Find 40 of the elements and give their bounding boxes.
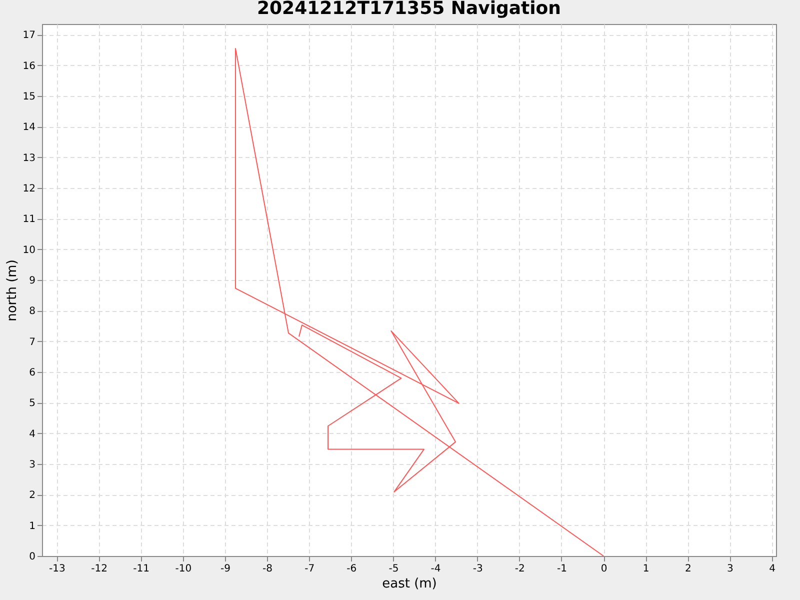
y-tick-label: 7 — [29, 336, 36, 348]
y-tick-label: 4 — [29, 428, 36, 440]
x-tick-label: -3 — [472, 564, 483, 574]
x-tick-label: -10 — [175, 564, 192, 574]
x-tick-label: 4 — [769, 564, 776, 574]
y-tick-label: 1 — [29, 520, 36, 532]
y-tick-label: 3 — [29, 460, 36, 471]
x-tick-label: -6 — [346, 564, 357, 574]
x-tick-label: -13 — [49, 564, 66, 574]
y-axis-title: north (m) — [4, 260, 20, 322]
y-tick-label: 9 — [29, 276, 36, 287]
x-tick-label: -1 — [556, 564, 567, 574]
x-tick-label: -11 — [133, 564, 150, 574]
x-tick-label: -5 — [388, 564, 399, 574]
y-tick-label: 15 — [22, 92, 36, 103]
y-tick-label: 8 — [29, 306, 36, 318]
line-series — [234, 48, 604, 556]
x-tick-label: -9 — [220, 564, 230, 574]
x-tick-label: 1 — [642, 564, 650, 574]
chart-title: 20241212T171355 Navigation — [257, 0, 561, 19]
x-tick-label: -4 — [430, 564, 441, 574]
x-axis-title: east (m) — [382, 576, 437, 592]
x-tick-label: -2 — [514, 564, 525, 574]
y-tick-label: 16 — [22, 60, 36, 72]
y-tick-label: 5 — [29, 398, 36, 410]
y-tick-label: 12 — [22, 184, 36, 195]
x-tick-label: 3 — [727, 564, 734, 574]
x-tick-label: -12 — [91, 564, 108, 574]
y-tick-label: 13 — [22, 152, 36, 164]
x-tick-label: -7 — [304, 564, 315, 574]
x-tick-label: -8 — [262, 564, 273, 574]
y-tick-label: 14 — [22, 122, 36, 134]
y-tick-label: 11 — [22, 214, 36, 226]
y-tick-label: 6 — [29, 368, 36, 379]
y-tick-label: 10 — [22, 244, 36, 256]
y-tick-label: 17 — [22, 30, 36, 42]
x-tick-label: 2 — [684, 564, 692, 574]
y-tick-label: 0 — [29, 552, 36, 562]
x-tick-label: 0 — [600, 564, 608, 574]
y-tick-label: 2 — [29, 490, 36, 502]
